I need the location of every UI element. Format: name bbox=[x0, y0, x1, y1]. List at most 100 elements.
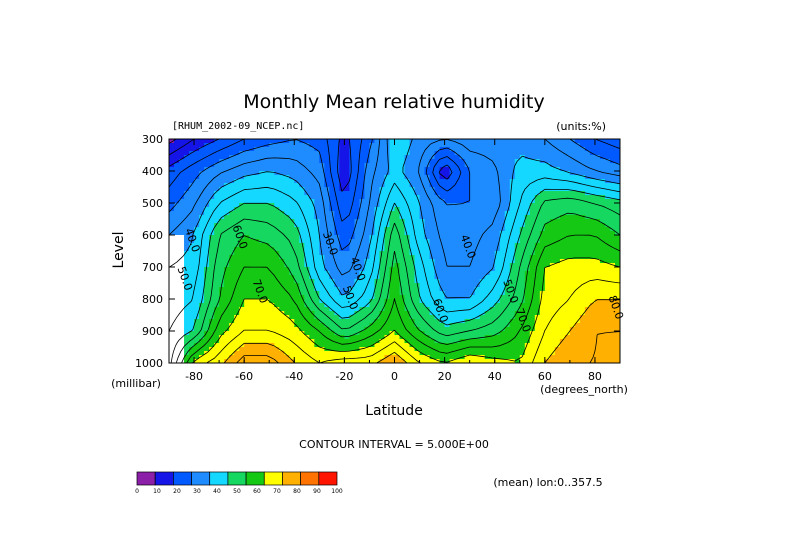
field-cell bbox=[569, 151, 576, 156]
field-cell bbox=[234, 303, 240, 308]
field-cell bbox=[389, 259, 396, 264]
field-cell bbox=[509, 339, 516, 344]
field-cell bbox=[549, 231, 556, 236]
field-cell bbox=[594, 151, 601, 156]
field-cell bbox=[274, 167, 280, 172]
field-cell bbox=[214, 215, 220, 220]
field-cell bbox=[369, 311, 376, 316]
field-cell bbox=[609, 251, 616, 256]
field-cell bbox=[424, 219, 431, 224]
field-cell bbox=[394, 251, 401, 256]
field-cell bbox=[459, 315, 466, 320]
field-cell bbox=[419, 171, 426, 176]
field-cell bbox=[594, 259, 601, 264]
field-cell bbox=[219, 339, 225, 344]
field-cell bbox=[479, 311, 486, 316]
field-cell bbox=[604, 207, 611, 212]
field-cell bbox=[379, 191, 386, 196]
field-cell bbox=[429, 283, 436, 288]
field-cell bbox=[319, 351, 325, 356]
field-cell bbox=[494, 351, 501, 356]
field-cell bbox=[179, 359, 185, 363]
field-cell bbox=[544, 167, 551, 172]
field-cell bbox=[299, 199, 305, 204]
field-cell bbox=[404, 227, 411, 232]
field-cell bbox=[604, 167, 611, 172]
field-cell bbox=[604, 283, 611, 288]
field-cell bbox=[479, 355, 486, 360]
field-cell bbox=[589, 251, 596, 256]
field-cell bbox=[414, 199, 421, 204]
field-cell bbox=[274, 275, 280, 280]
field-cell bbox=[574, 227, 581, 232]
field-cell bbox=[324, 231, 330, 236]
field-cell bbox=[439, 159, 446, 164]
field-cell bbox=[584, 255, 591, 260]
field-cell bbox=[429, 307, 436, 312]
field-cell bbox=[184, 271, 190, 276]
field-cell bbox=[364, 215, 371, 220]
field-cell bbox=[399, 323, 406, 328]
field-cell bbox=[409, 275, 416, 280]
field-cell bbox=[399, 171, 406, 176]
field-cell bbox=[339, 287, 345, 292]
field-cell bbox=[244, 163, 250, 168]
field-cell bbox=[229, 267, 235, 272]
field-cell bbox=[219, 351, 225, 356]
field-cell bbox=[519, 239, 526, 244]
field-cell bbox=[329, 327, 335, 332]
field-cell bbox=[184, 247, 190, 252]
field-cell bbox=[199, 259, 205, 264]
field-cell bbox=[214, 259, 220, 264]
field-cell bbox=[484, 299, 491, 304]
field-cell bbox=[409, 331, 416, 336]
field-cell bbox=[274, 179, 280, 184]
field-cell bbox=[504, 247, 511, 252]
field-cell bbox=[299, 299, 305, 304]
field-cell bbox=[244, 359, 250, 363]
field-cell bbox=[499, 239, 506, 244]
field-cell bbox=[454, 167, 461, 172]
field-cell bbox=[494, 243, 501, 248]
field-cell bbox=[519, 231, 526, 236]
field-cell bbox=[194, 187, 200, 192]
field-cell bbox=[259, 179, 265, 184]
field-cell bbox=[369, 155, 376, 160]
field-cell bbox=[169, 251, 175, 256]
field-cell bbox=[594, 311, 601, 316]
field-cell bbox=[589, 191, 596, 196]
field-cell bbox=[249, 303, 255, 308]
field-cell bbox=[174, 283, 180, 288]
field-cell bbox=[304, 335, 310, 340]
field-cell bbox=[349, 211, 356, 216]
field-cell bbox=[499, 143, 506, 148]
field-cell bbox=[574, 279, 581, 284]
field-cell bbox=[294, 167, 300, 172]
field-cell bbox=[499, 275, 506, 280]
field-cell bbox=[229, 195, 235, 200]
field-cell bbox=[199, 347, 205, 352]
field-cell bbox=[349, 271, 356, 276]
field-cell bbox=[244, 307, 250, 312]
field-cell bbox=[439, 259, 446, 264]
field-cell bbox=[189, 155, 195, 160]
field-cell bbox=[369, 191, 376, 196]
field-cell bbox=[454, 291, 461, 296]
field-cell bbox=[489, 255, 496, 260]
field-cell bbox=[219, 335, 225, 340]
field-cell bbox=[409, 327, 416, 332]
field-cell bbox=[264, 243, 270, 248]
field-cell bbox=[524, 307, 531, 312]
field-cell bbox=[329, 343, 335, 348]
field-cell bbox=[234, 331, 240, 336]
field-cell bbox=[379, 267, 386, 272]
field-cell bbox=[219, 235, 225, 240]
field-cell bbox=[384, 175, 391, 180]
field-cell bbox=[489, 335, 496, 340]
field-cell bbox=[424, 335, 431, 340]
field-cell bbox=[234, 299, 240, 304]
field-cell bbox=[199, 263, 205, 268]
field-cell bbox=[459, 243, 466, 248]
field-cell bbox=[239, 199, 245, 204]
field-cell bbox=[444, 299, 451, 304]
